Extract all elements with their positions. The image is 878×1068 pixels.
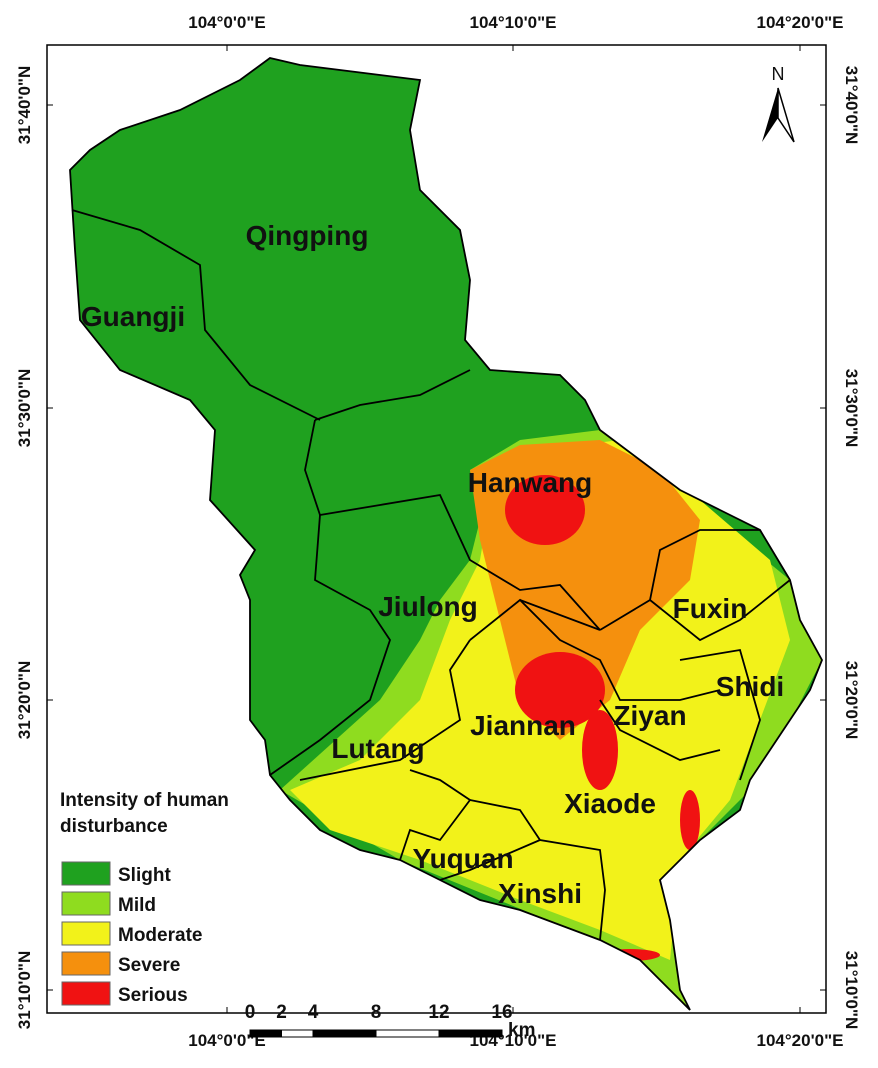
legend-title: Intensity of human (60, 790, 229, 811)
right-coord-label: 31°20'0"N (842, 661, 861, 739)
bottom-coord-label: 104°0'0"E (188, 1031, 266, 1050)
legend-swatch (61, 981, 111, 1006)
scale-label: 0 (245, 1002, 256, 1023)
region-label: Shidi (716, 671, 784, 702)
legend-swatch (61, 861, 111, 886)
right-coord-label: 31°10'0"N (842, 951, 861, 1029)
legend-label: Mild (118, 895, 156, 916)
scale-label: 2 (276, 1002, 287, 1023)
top-coord-label: 104°20'0"E (757, 13, 844, 32)
region-label: Xinshi (498, 878, 582, 909)
legend-label: Slight (118, 865, 171, 886)
legend-label: Moderate (118, 925, 202, 946)
map-frame (46, 44, 827, 1014)
left-coord-label: 31°10'0"N (15, 951, 34, 1029)
left-coord-label: 31°20'0"N (15, 661, 34, 739)
region-label: Ziyan (613, 700, 686, 731)
region-label: Yuquan (412, 843, 513, 874)
district-boundaries (69, 57, 823, 1011)
scale-label: 16 (491, 1002, 512, 1023)
region-label: Xiaode (564, 788, 656, 819)
scale-unit: km (508, 1020, 535, 1041)
region-label: Lutang (331, 733, 424, 764)
region-label: Jiulong (378, 591, 478, 622)
right-coord-label: 31°40'0"N (842, 66, 861, 144)
region-label: Jiannan (470, 710, 576, 741)
intensity-zones (70, 58, 822, 1010)
right-coord-label: 31°30'0"N (842, 369, 861, 447)
scale-segment (438, 1029, 503, 1038)
zone-serious (505, 475, 700, 961)
legend-title: disturbance (60, 816, 168, 837)
legend-swatch (61, 921, 111, 946)
top-coord-label: 104°0'0"E (188, 13, 266, 32)
scale-segment (312, 1029, 377, 1038)
region-label: Hanwang (468, 467, 592, 498)
region-label: Guangji (81, 301, 185, 332)
left-coord-label: 31°30'0"N (15, 369, 34, 447)
scale-label: 4 (308, 1002, 319, 1023)
scale-segment (375, 1029, 440, 1038)
region-label: Qingping (246, 220, 369, 251)
scale-segment (281, 1029, 314, 1038)
legend-label: Severe (118, 955, 180, 976)
legend-swatch (61, 891, 111, 916)
scale-label: 12 (428, 1002, 449, 1023)
bottom-coord-label: 104°20'0"E (757, 1031, 844, 1050)
scale-label: 8 (371, 1002, 382, 1023)
north-label: N (772, 64, 785, 84)
scale-segment (249, 1029, 282, 1038)
north-arrow (762, 87, 795, 143)
region-label: Fuxin (673, 593, 748, 624)
legend-label: Serious (118, 985, 188, 1006)
legend-swatch (61, 951, 111, 976)
top-coord-label: 104°10'0"E (470, 13, 557, 32)
left-coord-label: 31°40'0"N (15, 66, 34, 144)
